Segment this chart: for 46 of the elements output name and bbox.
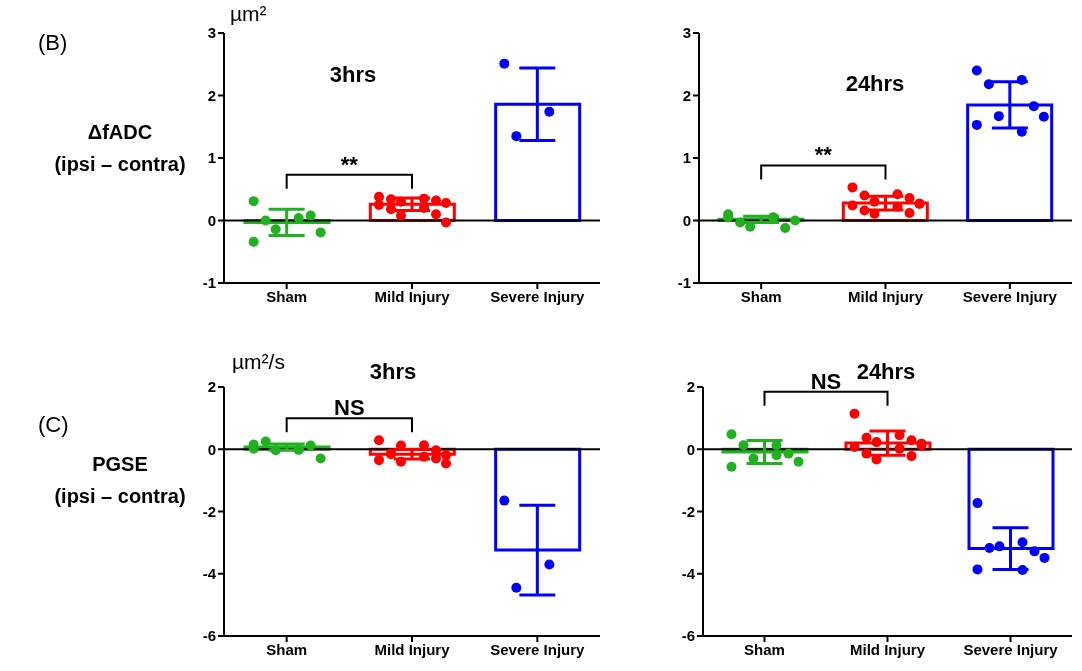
annotation: ** bbox=[340, 151, 359, 177]
x-tick-label: Sham bbox=[744, 640, 785, 658]
y-tick-label: 2 bbox=[207, 378, 216, 396]
y-tick-label: -4 bbox=[681, 565, 696, 583]
chart-title: 24hrs bbox=[856, 359, 916, 385]
y-tick-label: 2 bbox=[686, 378, 695, 396]
x-tick-label: Mild Injury bbox=[848, 287, 924, 305]
y-tick-label: 3 bbox=[682, 24, 691, 42]
y-tick-label: -2 bbox=[681, 502, 695, 520]
annotation: NS bbox=[334, 395, 365, 421]
y-axis-title: ΔfADC (ipsi – contra) bbox=[53, 120, 187, 177]
x-tick-label: Severe Injury bbox=[963, 640, 1059, 658]
y-tick-label: 0 bbox=[682, 211, 691, 229]
text: µm² bbox=[230, 2, 267, 26]
x-tick-label: Mild Injury bbox=[850, 640, 926, 658]
y-tick-label: -6 bbox=[681, 627, 695, 645]
y-tick-label: -4 bbox=[202, 565, 217, 583]
y-tick-label: 0 bbox=[207, 440, 216, 458]
y-tick-label: 2 bbox=[682, 86, 691, 104]
y-tick-label: 1 bbox=[207, 149, 216, 167]
y-tick-label: -2 bbox=[202, 502, 216, 520]
annotation: ** bbox=[814, 142, 833, 168]
y-tick-label: 0 bbox=[686, 440, 695, 458]
x-tick-label: Mild Injury bbox=[374, 287, 451, 305]
text: µm²/s bbox=[232, 350, 285, 374]
y-tick-label: 0 bbox=[207, 211, 216, 229]
text: 3hrs bbox=[329, 62, 377, 88]
chart-title: 3hrs bbox=[369, 359, 417, 385]
x-tick-label: Severe Injury bbox=[490, 640, 586, 658]
text: 24hrs bbox=[845, 71, 905, 97]
y-tick-label: 1 bbox=[682, 149, 691, 167]
y-tick-label: 3 bbox=[207, 24, 216, 42]
x-tick-label: Severe Injury bbox=[490, 287, 586, 305]
text: (B) bbox=[38, 30, 68, 56]
x-tick-label: Sham bbox=[266, 287, 308, 305]
x-tick-label: Severe Injury bbox=[962, 287, 1058, 305]
x-tick-label: Mild Injury bbox=[374, 640, 451, 658]
x-tick-label: Sham bbox=[266, 640, 308, 658]
text: (C) bbox=[38, 412, 69, 438]
annotation: NS bbox=[810, 368, 842, 394]
y-tick-label: 2 bbox=[207, 86, 216, 104]
y-tick-label: -1 bbox=[677, 274, 691, 292]
y-axis-title: PGSE (ipsi – contra) bbox=[53, 452, 187, 509]
y-tick-label: -6 bbox=[202, 627, 216, 645]
x-tick-label: Sham bbox=[740, 287, 782, 305]
y-tick-label: -1 bbox=[202, 274, 216, 292]
